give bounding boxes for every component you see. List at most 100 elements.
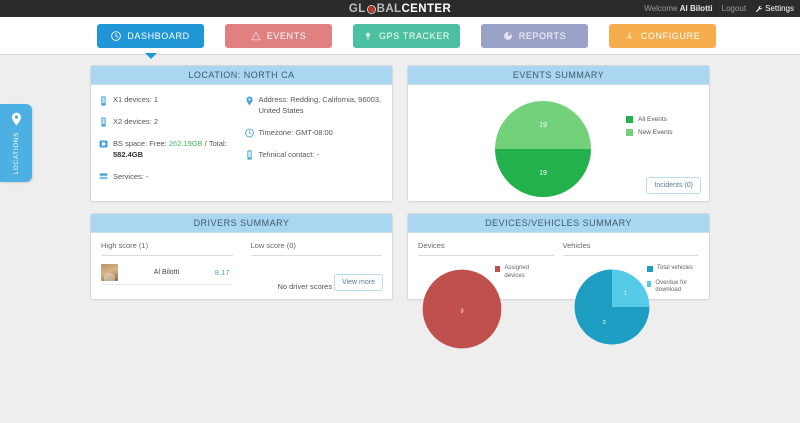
low-score-title: Low score (0) (250, 241, 382, 257)
top-bar-actions: Welcome Al Bilotti Logout Settings (644, 0, 794, 17)
panel-title-location: LOCATION: NORTH CA (91, 66, 392, 85)
clock-icon (244, 128, 254, 138)
panel-title-drivers: DRIVERS SUMMARY (91, 214, 392, 234)
nav-item-dashboard[interactable]: DASHBOARD (97, 23, 204, 59)
vehicles-slice-label-overdue: 1 (623, 291, 626, 297)
legend-swatch-icon (647, 280, 652, 287)
devices-pie-chart: 3 (422, 270, 502, 349)
location-technical-contact: Tehnical contact: - (245, 150, 385, 161)
legend-item-new-events: New Events (626, 129, 673, 136)
dashboard-row-1: LOCATION: NORTH CA X1 devices: (90, 65, 710, 203)
nav-label-dashboard: DASHBOARD (127, 30, 190, 41)
incidents-button[interactable]: Incidents (0) (646, 177, 701, 195)
user-name: Al Bilotti (679, 4, 713, 13)
location-details: X1 devices: 1 X2 devices: (91, 85, 392, 201)
events-slice-label-new: 19 (539, 122, 547, 129)
events-pie-chart: 19 19 (495, 101, 591, 197)
map-pin-icon (245, 95, 253, 105)
vehicles-legend: Total vehicles Overdue for download (647, 265, 699, 302)
gps-icon (365, 32, 371, 40)
legend-label-assigned-devices: Assigned devices (504, 265, 530, 279)
location-bs-space: BS space: Free: 262.19GB / Total: 582.4G… (99, 139, 239, 161)
legend-label-all-events: All Events (638, 116, 667, 123)
app-logo[interactable]: GL BAL CENTER (349, 3, 451, 15)
address-label: Address: (258, 95, 289, 104)
panel-location: LOCATION: NORTH CA X1 devices: (90, 65, 393, 203)
panel-title-events: EVENTS SUMMARY (408, 66, 709, 85)
view-more-button[interactable]: View more (334, 274, 383, 292)
location-left-column: X1 devices: 1 X2 devices: (99, 95, 239, 193)
bs-label: BS space: (113, 138, 148, 148)
panel-events-summary: EVENTS SUMMARY 19 19 All Events (407, 65, 710, 203)
table-row[interactable]: Al Bilotti 8.17 (101, 262, 233, 286)
driver-score: 8.17 (214, 268, 230, 278)
x1-value: 1 (153, 95, 159, 104)
legend-swatch-icon (626, 129, 633, 136)
nav-label-reports: REPORTS (518, 30, 567, 41)
nav-item-gps-tracker[interactable]: GPS TRACKER (353, 23, 460, 48)
logout-link[interactable]: Logout (721, 4, 747, 13)
device-icon (101, 117, 106, 127)
vehicles-column: Vehicles 1 3 Total vehicles (555, 241, 699, 345)
location-right-column: Address: Redding, California, 96003, Uni… (239, 95, 385, 193)
logo-prefix: GL (348, 2, 366, 15)
high-score-column: High score (1) Al Bilotti 8.17 (101, 241, 242, 291)
welcome-text: Welcome Al Bilotti (644, 4, 712, 13)
events-legend: All Events New Events (626, 116, 673, 142)
devices-slice-label: 3 (460, 309, 463, 315)
dashboard-row-2: DRIVERS SUMMARY High score (1) Al Bilott… (90, 213, 710, 349)
reports-icon (503, 31, 512, 40)
top-bar: GL BAL CENTER Welcome Al Bilotti Logout … (0, 0, 800, 17)
bs-separator: / (204, 138, 207, 148)
timezone-label: Timezone: (258, 127, 294, 137)
avatar (101, 264, 118, 282)
devices-legend: Assigned devices (494, 265, 551, 287)
warning-icon (250, 31, 261, 40)
nav-item-configure[interactable]: CONFIGURE (609, 23, 716, 48)
address-value: Redding, California, 96003, United State… (258, 95, 382, 115)
logo-mid: BAL (376, 2, 402, 15)
legend-item-assigned-devices: Assigned devices (494, 265, 551, 280)
dashboard-icon (111, 30, 122, 41)
legend-label-new-events: New Events (638, 129, 673, 136)
sidebar-tab-locations[interactable]: LOCATIONS (0, 104, 32, 182)
globe-icon (366, 5, 376, 14)
legend-item-all-events: All Events (626, 116, 673, 123)
legend-swatch-icon (626, 116, 633, 123)
high-score-title: High score (1) (101, 241, 233, 257)
panel-drivers-summary: DRIVERS SUMMARY High score (1) Al Bilott… (90, 213, 393, 301)
dashboard-content: LOCATION: NORTH CA X1 devices: (0, 56, 800, 423)
nav-item-reports[interactable]: REPORTS (481, 23, 588, 48)
panel-devices-vehicles-summary: DEVICES/VEHICLES SUMMARY Devices 3 Assig… (407, 213, 710, 349)
empty-message: No driver scores found! (277, 282, 356, 292)
bs-total-value: 582.4GB (113, 149, 144, 159)
welcome-label: Welcome (644, 4, 678, 13)
vehicles-slice-label-total: 3 (602, 321, 605, 327)
phone-icon (246, 150, 252, 160)
legend-item-overdue-download: Overdue for download (647, 280, 699, 295)
nav-label-gps-tracker: GPS TRACKER (379, 30, 450, 41)
settings-link[interactable]: Settings (755, 4, 794, 13)
map-pin-icon (11, 112, 21, 126)
contact-value: - (316, 149, 319, 159)
nav-label-configure: CONFIGURE (640, 30, 701, 41)
driver-name: Al Bilotti (153, 269, 180, 277)
services-icon (99, 173, 108, 180)
vehicles-title: Vehicles (562, 241, 699, 257)
location-address: Address: Redding, California, 96003, Uni… (245, 95, 385, 117)
wrench-icon (755, 5, 763, 12)
nav-item-events[interactable]: EVENTS (225, 23, 332, 48)
main-nav: DASHBOARD EVENTS GPS TRACKER REPORTS (0, 17, 800, 59)
events-slice-label-all: 19 (539, 170, 547, 177)
x2-value: 2 (153, 116, 159, 126)
bs-free-value: 262.19GB (168, 138, 203, 148)
devices-title: Devices (418, 241, 555, 257)
logo-suffix: CENTER (401, 2, 452, 15)
legend-label-overdue-download: Overdue for download (655, 279, 688, 294)
timezone-value: GMT-08:00 (295, 127, 333, 137)
nav-label-events: EVENTS (266, 30, 307, 41)
legend-swatch-icon (647, 266, 653, 273)
bs-total-label: Total: (208, 138, 227, 148)
bs-free-label: Free: (149, 138, 167, 148)
